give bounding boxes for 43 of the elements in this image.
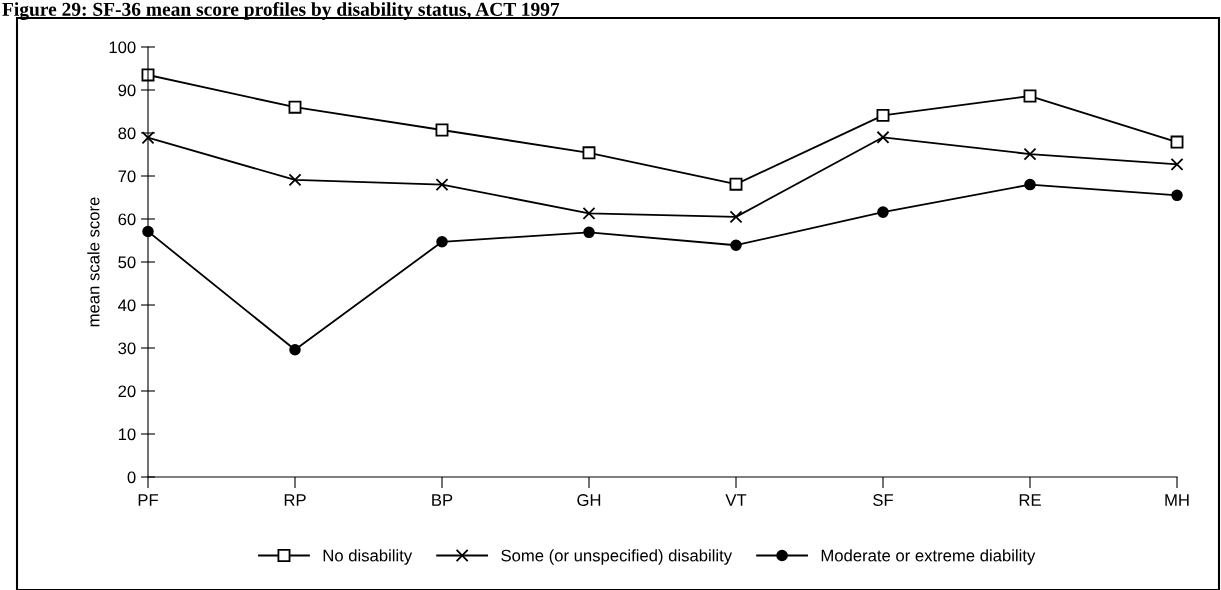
point	[289, 343, 301, 356]
point	[876, 108, 890, 122]
legend-label: No disability	[323, 549, 413, 565]
point	[1171, 189, 1183, 202]
point	[729, 210, 743, 224]
point	[582, 146, 596, 160]
point	[876, 130, 890, 144]
point	[729, 177, 743, 191]
y-tick-label: 70	[118, 170, 136, 183]
y-tick-label: 0	[127, 471, 136, 484]
x-tick-label: RE	[1019, 494, 1041, 506]
x-tick-label: VT	[725, 494, 747, 506]
point	[1170, 157, 1184, 171]
point	[436, 236, 448, 248]
x-tick-label: SF	[873, 494, 893, 506]
y-tick-label: 90	[118, 84, 136, 97]
y-tick-label: 20	[118, 385, 136, 398]
x-tick-label: BP	[432, 494, 453, 506]
chart-title: Figure 29: SF-36 mean score profiles by disability status, ACT 1997	[2, 2, 560, 20]
point	[583, 226, 595, 239]
x-tick-label: MH	[1165, 494, 1189, 506]
legend-label: Some (or unspecified) disability	[501, 549, 733, 565]
x-tick-label: RP	[284, 494, 306, 506]
point	[877, 206, 889, 218]
point	[435, 178, 449, 192]
y-tick-label: 10	[118, 428, 136, 441]
point	[288, 173, 302, 187]
point	[288, 100, 302, 114]
point	[582, 206, 596, 220]
point	[1023, 147, 1037, 161]
y-tick-label: 80	[118, 127, 136, 140]
y-tick-label: 50	[118, 256, 136, 269]
point	[730, 239, 742, 251]
y-tick-label: 40	[118, 299, 136, 312]
y-tick-label: 60	[118, 213, 136, 226]
point	[1024, 178, 1036, 191]
y-tick-label: 30	[118, 342, 136, 355]
point	[141, 131, 155, 145]
legend-label: Moderate or extreme diability	[821, 549, 1036, 565]
y-tick-label: 100	[109, 41, 136, 54]
x-tick-label: PF	[138, 494, 158, 506]
y-axis-title: mean scale score	[87, 197, 100, 327]
x-tick-label: GH	[577, 494, 601, 506]
